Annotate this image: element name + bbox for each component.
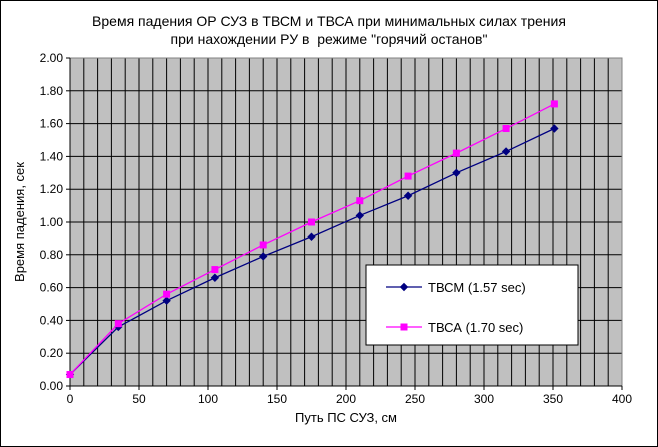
legend: ТВСМ (1.57 sec) ТВСА (1.70 sec) [365,264,579,346]
data-point [162,296,171,305]
x-tick-label: 300 [474,392,494,406]
data-point [502,125,510,133]
y-tick-label: 1.40 [40,149,64,163]
x-tick-label: 50 [132,392,146,406]
data-point [308,218,315,226]
x-tick-label: 250 [405,392,425,406]
x-tick-label: 150 [267,392,287,406]
series-group [65,100,559,379]
chart-title: Время падения ОР СУЗ в ТВСМ и ТВСА при м… [0,12,658,48]
y-tick-label: 1.20 [40,182,64,196]
x-tick-label: 100 [198,392,218,406]
data-point [403,191,413,200]
legend-entry: ТВСМ (1.57 sec) [428,280,526,295]
legend-box [365,264,579,346]
y-tick-label: 1.80 [40,84,64,98]
tick-labels: 0.00 0.20 0.40 0.60 0.80 1.00 1.20 1.40 1.60 1.80… [40,51,633,406]
y-tick-label: 0.40 [40,313,64,327]
chart-title-line-1: Время падения ОР СУЗ в ТВСМ и ТВСА при м… [92,13,566,29]
data-point [550,124,559,133]
x-tick-label: 200 [336,392,356,406]
y-tick-label: 0.60 [40,281,64,295]
x-tick-label: 0 [67,392,74,406]
legend-entry: ТВСА (1.70 sec) [428,320,523,335]
data-point [452,149,460,157]
data-point [501,147,511,156]
y-tick-label: 2.00 [40,51,64,65]
data-point [258,252,268,261]
axes [66,57,623,390]
y-tick-label: 0.00 [40,379,64,393]
data-point [210,273,220,282]
data-point [355,211,365,220]
legend-marker [400,323,408,331]
data-point [163,290,171,298]
legend-marker [399,282,409,292]
y-axis-label: Время падения, сек [12,162,27,282]
data-point [550,100,558,108]
chart-title-line-2: при нахождении РУ в режиме "горячий оста… [170,31,488,47]
data-point [307,232,316,241]
series-2 [66,100,558,379]
x-tick-label: 350 [543,392,563,406]
data-point [452,168,461,178]
x-axis-label: Путь ПС СУЗ, см [295,410,397,425]
data-point [211,266,219,274]
y-tick-label: 0.20 [40,346,64,360]
y-tick-label: 1.00 [40,215,64,229]
data-point [404,172,412,180]
data-point [356,197,364,205]
data-point [66,371,74,379]
data-point [114,320,122,328]
x-tick-label: 400 [612,392,632,406]
y-tick-label: 0.80 [40,248,64,262]
y-tick-label: 1.60 [40,117,64,131]
data-point [259,241,267,249]
